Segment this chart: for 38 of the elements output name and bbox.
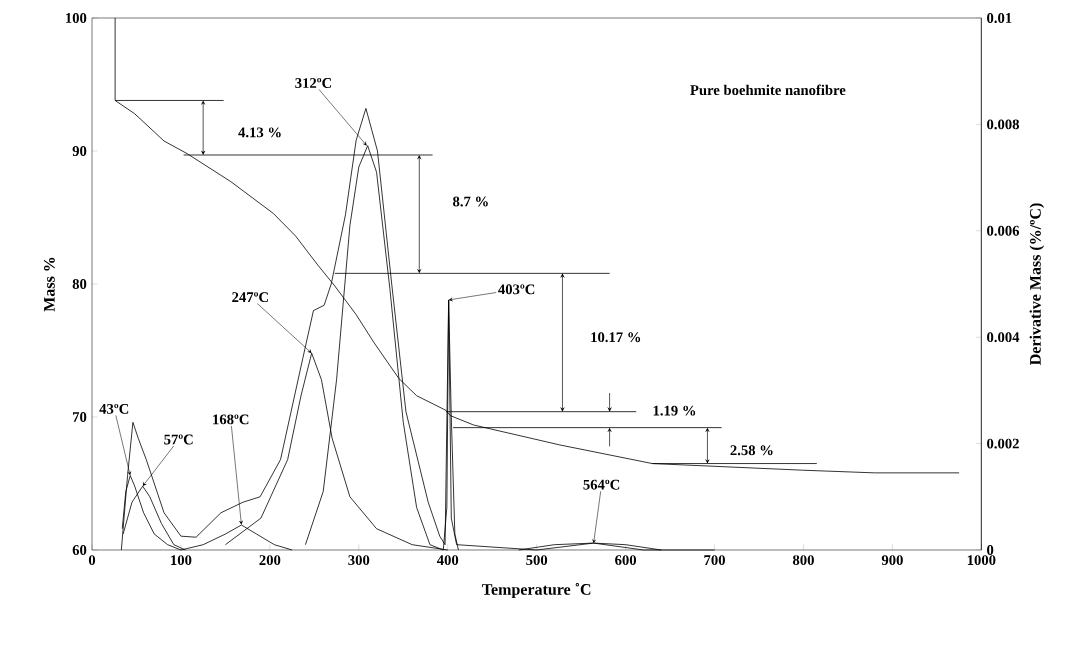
x-tick-label: 0 — [88, 555, 96, 566]
x-tick-label: 600 — [615, 555, 637, 566]
y-tick-label: 60 — [72, 545, 87, 555]
annotation: 10.17 % — [591, 332, 641, 343]
y-tick-label: 70 — [73, 412, 87, 422]
annotation: 403ºC — [498, 284, 535, 295]
y2-tick-label: 0 — [987, 545, 994, 555]
y2-tick-label: 0.002 — [987, 438, 1019, 449]
y2-tick-label: 0.004 — [987, 332, 1020, 343]
y-tick-label: 80 — [72, 279, 87, 289]
x-tick-label: 300 — [348, 555, 370, 566]
x-tick-label: 800 — [792, 555, 814, 566]
x-tick-label: 100 — [171, 555, 192, 566]
y-axis-title: Mass % — [43, 257, 55, 312]
annotation: 564ºC — [583, 479, 620, 490]
x-tick-label: 900 — [881, 555, 903, 566]
y-tick-label: 100 — [66, 13, 87, 23]
y2-tick-label: 0.01 — [987, 13, 1012, 23]
x-tick-label: 1000 — [967, 555, 996, 566]
x-tick-label: 400 — [436, 555, 459, 566]
annotation: 312ºC — [295, 78, 332, 88]
x-tick-label: 700 — [704, 555, 725, 566]
annotation: 168ºC — [213, 414, 249, 425]
annotation: 43ºC — [99, 403, 129, 414]
y2-tick-label: 0.008 — [987, 119, 1020, 130]
annotation: 57ºC — [164, 434, 193, 445]
x-tick-label: 500 — [526, 555, 548, 566]
y2-tick-label: 0.006 — [987, 225, 1020, 236]
text: Pure boehmite nanofibre — [690, 84, 846, 96]
y2-axis-title: Derivative Mass (%/ºC) — [1029, 203, 1045, 366]
annotation: 2.58 % — [730, 445, 773, 456]
x-tick-label: 200 — [259, 555, 281, 566]
annotation: 8.7 % — [453, 196, 488, 207]
annotation: 4.13 % — [238, 127, 281, 138]
annotation: 1.19 % — [653, 405, 696, 416]
y-tick-label: 90 — [72, 146, 87, 156]
annotation: 247ºC — [232, 292, 268, 303]
x-axis-title: Temperature ˚C — [482, 583, 591, 599]
